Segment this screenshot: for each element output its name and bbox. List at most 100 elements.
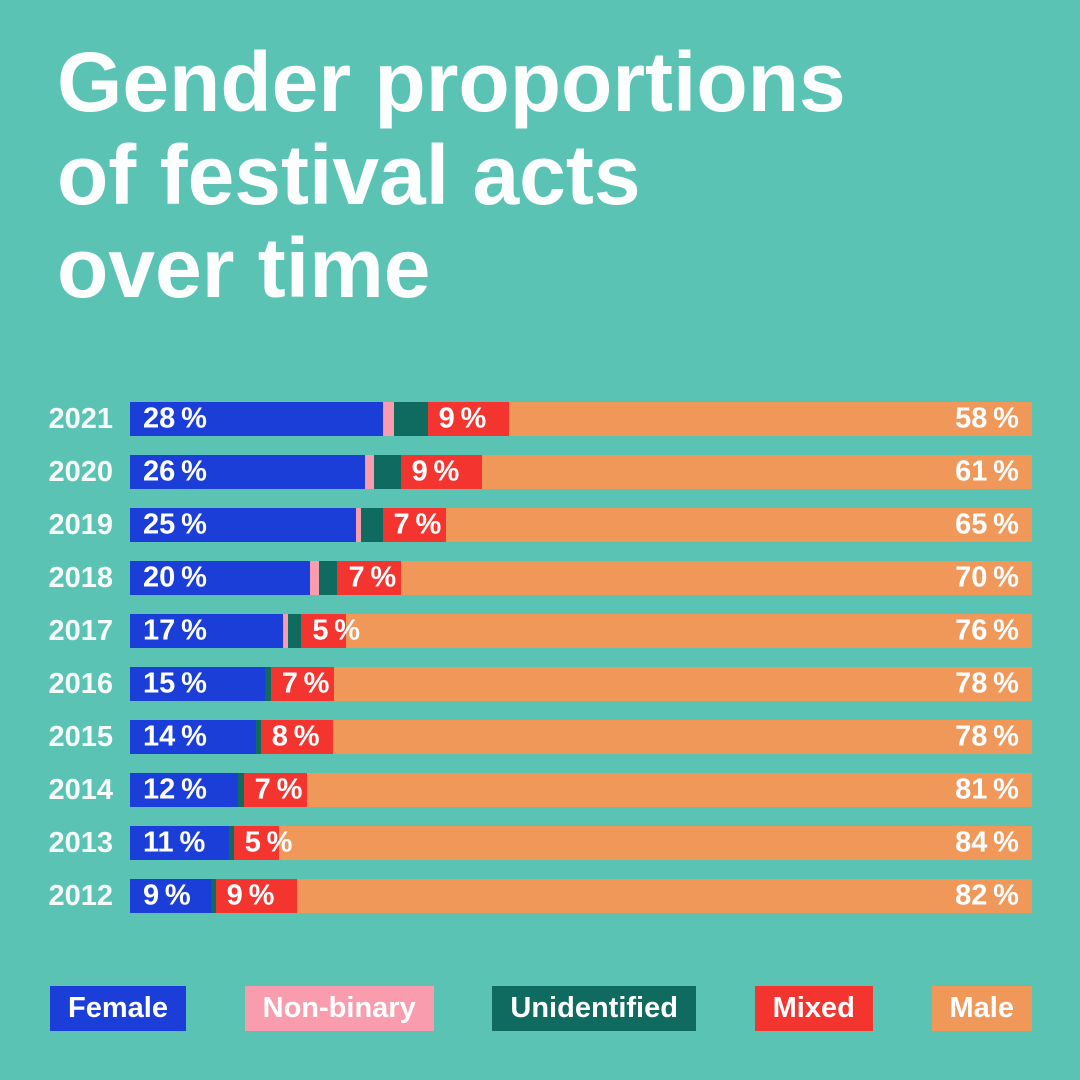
stacked-bar: 15 % 7 % 78 % bbox=[130, 667, 1032, 701]
segment-unidentified bbox=[238, 773, 244, 807]
male-value-label: 81 % bbox=[955, 773, 1019, 806]
stacked-bar: 25 % 7 % 65 % bbox=[130, 508, 1032, 542]
segment-unidentified bbox=[319, 561, 338, 595]
year-label: 2012 bbox=[48, 880, 113, 912]
segment-female: 14 % bbox=[130, 720, 257, 754]
segment-female: 25 % bbox=[130, 508, 356, 542]
stacked-bar: 11 % 5 % 84 % bbox=[130, 826, 1032, 860]
legend-item-label: Female bbox=[68, 992, 168, 1024]
segment-male: 61 % bbox=[481, 455, 1032, 489]
segment-mixed: 9 % bbox=[427, 402, 509, 436]
segment-male: 78 % bbox=[332, 720, 1032, 754]
chart-row: 2012 9 % 9 % 82 % bbox=[0, 879, 1032, 913]
female-value-label: 26 % bbox=[143, 455, 207, 488]
segment-unidentified bbox=[360, 508, 383, 542]
bar-chart: 2021 28 % 9 % 58 % 2020 26 % 9 % bbox=[0, 402, 1032, 932]
segment-male: 58 % bbox=[508, 402, 1032, 436]
female-value-label: 28 % bbox=[143, 402, 207, 435]
male-value-label: 76 % bbox=[955, 614, 1019, 647]
segment-female: 11 % bbox=[130, 826, 230, 860]
mixed-value-label: 5 % bbox=[312, 614, 361, 647]
legend-item: Unidentified bbox=[492, 986, 696, 1031]
chart-row: 2015 14 % 8 % 78 % bbox=[0, 720, 1032, 754]
legend-item-label: Male bbox=[949, 992, 1014, 1024]
stacked-bar: 9 % 9 % 82 % bbox=[130, 879, 1032, 913]
legend-item-label: Mixed bbox=[772, 992, 855, 1024]
chart-legend: Female Non-binary Unidentified Mixed Mal… bbox=[50, 986, 1032, 1031]
segment-non-binary bbox=[283, 614, 288, 648]
year-label: 2016 bbox=[48, 668, 113, 700]
stacked-bar: 17 % 5 % 76 % bbox=[130, 614, 1032, 648]
mixed-value-label: 5 % bbox=[244, 826, 293, 859]
segment-mixed: 7 % bbox=[270, 667, 334, 701]
year-label: 2021 bbox=[48, 403, 113, 435]
chart-row: 2018 20 % 7 % 70 % bbox=[0, 561, 1032, 595]
chart-row: 2021 28 % 9 % 58 % bbox=[0, 402, 1032, 436]
mixed-value-label: 7 % bbox=[348, 561, 397, 594]
female-value-label: 11 % bbox=[143, 826, 206, 859]
legend-item: Non-binary bbox=[244, 986, 434, 1031]
segment-unidentified bbox=[265, 667, 271, 701]
segment-mixed: 8 % bbox=[260, 720, 333, 754]
segment-non-binary bbox=[355, 508, 361, 542]
legend-item: Mixed bbox=[754, 986, 873, 1031]
segment-non-binary bbox=[382, 402, 395, 436]
segment-female: 26 % bbox=[130, 455, 365, 489]
male-value-label: 58 % bbox=[955, 402, 1019, 435]
segment-non-binary bbox=[364, 455, 374, 489]
segment-mixed: 7 % bbox=[382, 508, 446, 542]
segment-female: 15 % bbox=[130, 667, 266, 701]
title-line-3: over time bbox=[57, 221, 431, 315]
segment-unidentified bbox=[287, 614, 302, 648]
year-label: 2020 bbox=[48, 456, 113, 488]
segment-male: 84 % bbox=[278, 826, 1032, 860]
year-label: 2018 bbox=[48, 562, 113, 594]
chart-row: 2020 26 % 9 % 61 % bbox=[0, 455, 1032, 489]
segment-male: 65 % bbox=[445, 508, 1032, 542]
segment-male: 78 % bbox=[333, 667, 1032, 701]
female-value-label: 9 % bbox=[143, 879, 191, 912]
female-value-label: 20 % bbox=[143, 561, 207, 594]
chart-row: 2014 12 % 7 % 81 % bbox=[0, 773, 1032, 807]
male-value-label: 82 % bbox=[955, 879, 1019, 912]
segment-mixed: 5 % bbox=[233, 826, 292, 860]
segment-unidentified bbox=[211, 879, 216, 913]
segment-mixed: 7 % bbox=[243, 773, 307, 807]
male-value-label: 78 % bbox=[955, 720, 1019, 753]
male-value-label: 84 % bbox=[955, 826, 1019, 859]
stacked-bar: 26 % 9 % 61 % bbox=[130, 455, 1032, 489]
male-value-label: 65 % bbox=[955, 508, 1019, 541]
segment-female: 17 % bbox=[130, 614, 284, 648]
segment-male: 70 % bbox=[400, 561, 1032, 595]
segment-mixed: 5 % bbox=[301, 614, 360, 648]
female-value-label: 17 % bbox=[143, 614, 207, 647]
segment-female: 28 % bbox=[130, 402, 383, 436]
year-label: 2013 bbox=[48, 827, 113, 859]
mixed-value-label: 7 % bbox=[254, 773, 303, 806]
stacked-bar: 20 % 7 % 70 % bbox=[130, 561, 1032, 595]
mixed-value-label: 9 % bbox=[411, 455, 460, 488]
female-value-label: 12 % bbox=[143, 773, 207, 806]
segment-unidentified bbox=[394, 402, 428, 436]
segment-male: 82 % bbox=[296, 879, 1032, 913]
chart-row: 2017 17 % 5 % 76 % bbox=[0, 614, 1032, 648]
bar-chart-rows: 2021 28 % 9 % 58 % 2020 26 % 9 % bbox=[0, 402, 1032, 913]
year-label: 2019 bbox=[48, 509, 113, 541]
chart-row: 2019 25 % 7 % 65 % bbox=[0, 508, 1032, 542]
male-value-label: 70 % bbox=[955, 561, 1019, 594]
stacked-bar: 12 % 7 % 81 % bbox=[130, 773, 1032, 807]
mixed-value-label: 9 % bbox=[438, 402, 487, 435]
segment-female: 12 % bbox=[130, 773, 239, 807]
segment-female: 20 % bbox=[130, 561, 311, 595]
male-value-label: 78 % bbox=[955, 667, 1019, 700]
segment-female: 9 % bbox=[130, 879, 212, 913]
segment-unidentified bbox=[256, 720, 261, 754]
title-line-1: Gender proportions bbox=[57, 35, 846, 129]
mixed-value-label: 7 % bbox=[393, 508, 442, 541]
legend-item: Female bbox=[50, 986, 186, 1031]
chart-row: 2016 15 % 7 % 78 % bbox=[0, 667, 1032, 701]
segment-non-binary bbox=[310, 561, 320, 595]
mixed-value-label: 9 % bbox=[226, 879, 275, 912]
year-label: 2015 bbox=[48, 721, 113, 753]
stacked-bar: 28 % 9 % 58 % bbox=[130, 402, 1032, 436]
